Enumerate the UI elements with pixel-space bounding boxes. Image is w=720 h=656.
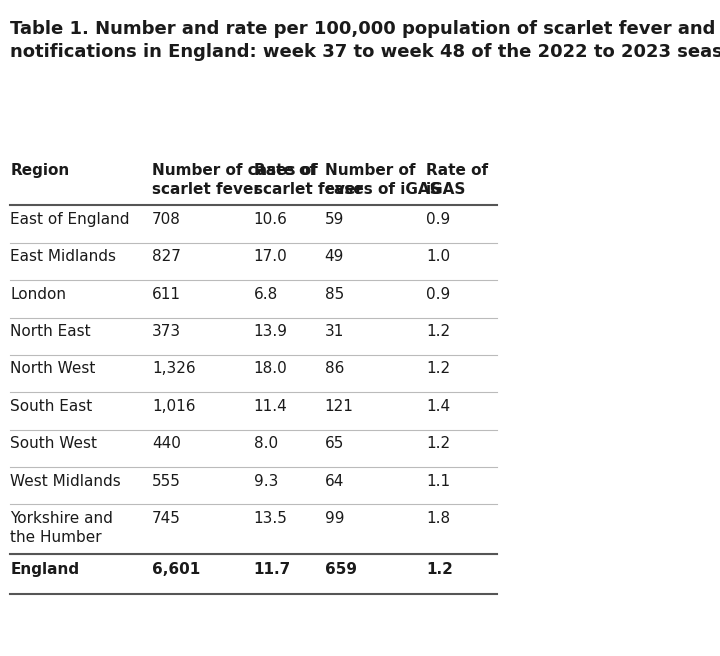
Text: 1.4: 1.4 [426, 399, 450, 414]
Text: 13.5: 13.5 [253, 511, 287, 526]
Text: 121: 121 [325, 399, 354, 414]
Text: 440: 440 [152, 436, 181, 451]
Text: 17.0: 17.0 [253, 249, 287, 264]
Text: 86: 86 [325, 361, 344, 377]
Text: 64: 64 [325, 474, 344, 489]
Text: 555: 555 [152, 474, 181, 489]
Text: Number of cases of
scarlet fever: Number of cases of scarlet fever [152, 163, 318, 197]
Text: 13.9: 13.9 [253, 324, 288, 339]
Text: East of England: East of England [10, 212, 130, 227]
Text: 659: 659 [325, 562, 356, 577]
Text: 0.9: 0.9 [426, 212, 451, 227]
Text: 99: 99 [325, 511, 344, 526]
Text: 59: 59 [325, 212, 344, 227]
Text: 1.2: 1.2 [426, 324, 450, 339]
Text: 1.8: 1.8 [426, 511, 450, 526]
Text: Region: Region [10, 163, 69, 178]
Text: 8.0: 8.0 [253, 436, 278, 451]
Text: East Midlands: East Midlands [10, 249, 116, 264]
Text: 31: 31 [325, 324, 344, 339]
Text: North West: North West [10, 361, 96, 377]
Text: 1,016: 1,016 [152, 399, 196, 414]
Text: 11.7: 11.7 [253, 562, 291, 577]
Text: 1.2: 1.2 [426, 436, 450, 451]
Text: England: England [10, 562, 79, 577]
Text: 708: 708 [152, 212, 181, 227]
Text: Rate of
iGAS: Rate of iGAS [426, 163, 488, 197]
Text: North East: North East [10, 324, 91, 339]
Text: 1,326: 1,326 [152, 361, 196, 377]
Text: London: London [10, 287, 66, 302]
Text: West Midlands: West Midlands [10, 474, 121, 489]
Text: Number of
cases of iGAS: Number of cases of iGAS [325, 163, 441, 197]
Text: 1.2: 1.2 [426, 361, 450, 377]
Text: 1.2: 1.2 [426, 562, 453, 577]
Text: 85: 85 [325, 287, 344, 302]
Text: 745: 745 [152, 511, 181, 526]
Text: 373: 373 [152, 324, 181, 339]
Text: 611: 611 [152, 287, 181, 302]
Text: 827: 827 [152, 249, 181, 264]
Text: 6.8: 6.8 [253, 287, 278, 302]
Text: Table 1. Number and rate per 100,000 population of scarlet fever and iGAS
notifi: Table 1. Number and rate per 100,000 pop… [10, 20, 720, 60]
Text: 9.3: 9.3 [253, 474, 278, 489]
Text: Yorkshire and
the Humber: Yorkshire and the Humber [10, 511, 113, 544]
Text: 10.6: 10.6 [253, 212, 287, 227]
Text: South East: South East [10, 399, 92, 414]
Text: 1.1: 1.1 [426, 474, 450, 489]
Text: 0.9: 0.9 [426, 287, 451, 302]
Text: 18.0: 18.0 [253, 361, 287, 377]
Text: 1.0: 1.0 [426, 249, 450, 264]
Text: 65: 65 [325, 436, 344, 451]
Text: South West: South West [10, 436, 97, 451]
Text: 49: 49 [325, 249, 344, 264]
Text: 6,601: 6,601 [152, 562, 200, 577]
Text: Rate of
scarlet fever: Rate of scarlet fever [253, 163, 363, 197]
Text: 11.4: 11.4 [253, 399, 287, 414]
